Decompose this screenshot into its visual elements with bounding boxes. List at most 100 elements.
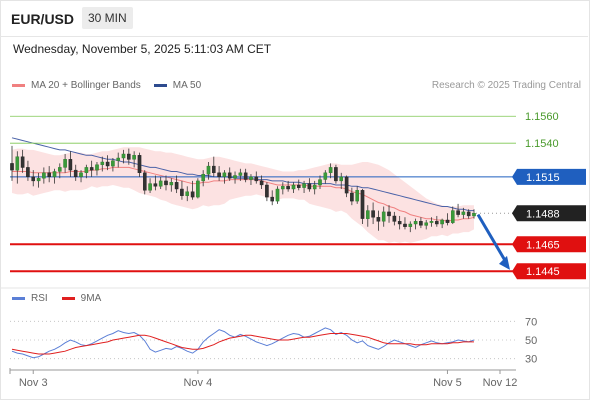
candle-body — [222, 172, 227, 178]
candle — [217, 166, 221, 181]
candle — [105, 155, 110, 171]
candle — [42, 167, 46, 184]
candle — [429, 217, 434, 227]
candle-body — [58, 167, 62, 172]
candle-body — [355, 190, 360, 202]
candle — [387, 205, 391, 223]
legend-swatch-rsi — [12, 297, 25, 300]
candle-body — [31, 176, 36, 182]
candle — [413, 218, 418, 230]
candle — [302, 180, 306, 194]
candle — [174, 175, 179, 194]
candle — [126, 148, 131, 165]
candle-body — [126, 153, 131, 160]
candle-body — [73, 169, 78, 178]
candle — [10, 145, 14, 181]
candle — [206, 162, 211, 180]
candle-body — [201, 173, 206, 182]
candle — [366, 205, 370, 227]
candle-body — [217, 172, 221, 178]
candle — [68, 151, 73, 177]
rsi-series-rsi — [11, 327, 475, 359]
candle — [180, 180, 184, 200]
candle — [297, 179, 301, 191]
candle — [121, 149, 126, 164]
candle-body — [20, 156, 25, 168]
level-label-5: 1.1445 — [526, 266, 560, 278]
timeframe-badge[interactable]: 30 MIN — [82, 7, 133, 29]
candle-body — [95, 164, 99, 171]
candle — [435, 215, 439, 227]
candle — [164, 175, 168, 191]
candle — [222, 170, 227, 184]
candle — [360, 189, 365, 225]
x-tick-label-2: Nov 5 — [433, 377, 462, 389]
candle — [233, 171, 237, 184]
candle-body — [419, 221, 423, 226]
legend-item-9ma: 9MA — [61, 293, 101, 304]
candle — [440, 218, 444, 229]
candle-body — [318, 179, 322, 186]
candle-body — [158, 180, 163, 187]
candle — [312, 180, 317, 195]
candle-body — [259, 180, 264, 186]
candle-body — [63, 159, 67, 168]
candle — [169, 178, 174, 192]
candle-body — [275, 188, 280, 202]
candle — [445, 213, 450, 226]
level-label-4: 1.1465 — [526, 239, 560, 251]
level-label-1: 1.1540 — [525, 138, 559, 150]
candle-body — [472, 213, 476, 217]
candle-body — [142, 172, 147, 191]
candle-body — [190, 191, 195, 198]
legend-item-ma20: MA 20 + Bollinger Bands — [12, 80, 141, 91]
candle — [95, 162, 99, 176]
candle-body — [397, 221, 402, 225]
candle — [243, 168, 248, 183]
candle — [334, 164, 338, 184]
candle — [371, 202, 375, 225]
candle-body — [392, 215, 397, 222]
candle — [456, 203, 460, 218]
candle-body — [376, 217, 381, 222]
candle — [472, 209, 476, 219]
ma50-line — [11, 137, 474, 212]
candle-body — [42, 172, 46, 179]
candle — [466, 209, 471, 219]
candle — [73, 164, 78, 181]
level-label-2: 1.1515 — [526, 172, 560, 184]
candle-body — [451, 210, 455, 223]
candle-body — [137, 155, 142, 174]
candle-body — [334, 167, 338, 182]
candle-body — [36, 177, 41, 182]
candle-body — [350, 192, 354, 202]
candle — [31, 170, 36, 187]
candle-body — [466, 211, 471, 217]
candle-body — [249, 176, 253, 180]
x-tick-label-1: Nov 4 — [183, 377, 212, 389]
candle — [36, 172, 41, 188]
rsi-tick-label-2: 30 — [525, 354, 537, 366]
candle — [238, 168, 243, 181]
legend-item-rsi: RSI — [12, 293, 48, 304]
candle — [451, 206, 455, 225]
candle — [259, 175, 264, 189]
candle-body — [328, 167, 333, 173]
candle — [26, 160, 30, 181]
candle — [381, 206, 386, 227]
candle-body — [211, 165, 216, 174]
candle-body — [291, 184, 296, 190]
candle — [323, 170, 328, 184]
candle — [270, 190, 275, 206]
legend-swatch-ma20 — [12, 84, 25, 87]
candle — [153, 175, 158, 191]
candle-body — [408, 223, 413, 227]
candle-body — [121, 153, 126, 159]
candle — [142, 170, 147, 195]
candle-body — [307, 183, 312, 190]
level-badge-3 — [512, 205, 586, 222]
x-tick-label-0: Nov 3 — [19, 377, 48, 389]
candle-body — [286, 186, 290, 190]
candle — [111, 158, 115, 172]
candle-body — [169, 182, 174, 186]
